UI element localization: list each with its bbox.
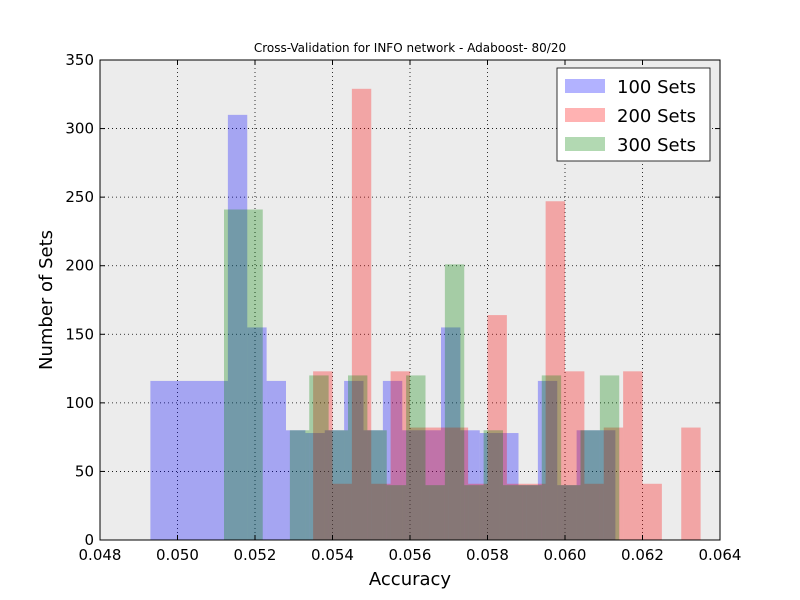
histogram-bar xyxy=(371,483,391,540)
histogram-bar xyxy=(483,430,503,540)
y-tick-label: 100 xyxy=(65,394,94,412)
histogram-bar xyxy=(596,430,616,540)
legend-swatch xyxy=(565,108,605,122)
histogram-bar xyxy=(224,209,263,540)
histogram-bar xyxy=(390,371,410,540)
histogram-bar xyxy=(561,485,581,540)
legend-swatch xyxy=(565,79,605,93)
y-tick-label: 200 xyxy=(65,257,94,275)
legend-box xyxy=(556,67,711,162)
histogram-bar xyxy=(348,375,368,540)
histogram-bar xyxy=(642,483,662,540)
histogram-bar xyxy=(599,375,620,540)
histogram-bar xyxy=(681,427,701,540)
histogram-bar xyxy=(503,485,523,540)
legend: 100 Sets 200 Sets 300 Sets xyxy=(556,67,711,162)
histogram-bars xyxy=(150,88,701,541)
x-axis-label: Accuracy xyxy=(369,569,452,590)
histogram-bar xyxy=(425,485,445,540)
histogram-bar xyxy=(518,485,538,540)
histogram-bar xyxy=(557,485,577,540)
histogram-bar xyxy=(324,430,345,540)
histogram-bar xyxy=(247,327,267,540)
legend-label: 300 Sets xyxy=(617,135,696,156)
histogram-bar xyxy=(266,380,286,540)
histogram-bar xyxy=(309,375,329,540)
histogram-bar xyxy=(421,430,441,540)
histogram-bar xyxy=(576,430,596,540)
y-tick-label: 150 xyxy=(65,325,94,343)
histogram-bar xyxy=(286,430,306,540)
histogram-bar xyxy=(363,430,383,540)
x-tick-label: 0.048 xyxy=(79,546,122,564)
histogram-bar xyxy=(448,427,469,540)
histogram-bar xyxy=(522,485,542,540)
chart-title: Cross-Validation for INFO network - Adab… xyxy=(254,41,566,55)
y-axis-ticks: 0 50 100 150 200 250 300 350 xyxy=(65,51,720,549)
histogram-bar xyxy=(506,483,527,540)
histogram-bar xyxy=(367,430,387,540)
histogram-bar xyxy=(289,430,310,540)
histogram-bar xyxy=(468,483,488,540)
x-tick-label: 0.054 xyxy=(311,546,354,564)
legend-label: 100 Sets xyxy=(617,77,696,98)
histogram-bar xyxy=(328,430,348,540)
y-tick-label: 0 xyxy=(84,531,94,549)
histogram-bar xyxy=(479,433,500,540)
histogram-bar xyxy=(227,114,248,540)
histogram-bar xyxy=(487,315,507,540)
x-tick-label: 0.050 xyxy=(156,546,199,564)
series-2-bars xyxy=(313,88,701,541)
x-tick-label: 0.052 xyxy=(234,546,277,564)
histogram-bar xyxy=(565,371,585,540)
histogram-bar xyxy=(584,483,604,540)
histogram-bar xyxy=(332,483,352,540)
x-tick-label: 0.056 xyxy=(389,546,432,564)
x-tick-label: 0.058 xyxy=(466,546,509,564)
legend-swatch xyxy=(565,137,605,151)
histogram-bar xyxy=(386,485,407,540)
histogram-bar xyxy=(382,380,403,540)
x-tick-label: 0.060 xyxy=(544,546,587,564)
histogram-bar xyxy=(351,88,372,541)
histogram-bar xyxy=(429,427,449,540)
histogram-bar xyxy=(305,433,325,540)
histogram-bar xyxy=(603,427,624,540)
histogram-bar xyxy=(402,430,422,540)
y-tick-label: 50 xyxy=(75,462,94,480)
histogram-bar xyxy=(441,327,461,540)
y-tick-label: 350 xyxy=(65,51,94,69)
series-3-bars xyxy=(224,209,620,540)
histogram-bar xyxy=(541,375,562,540)
y-tick-label: 300 xyxy=(65,120,94,138)
y-axis-label: Number of Sets xyxy=(36,230,57,370)
histogram-bar xyxy=(444,264,465,540)
y-tick-label: 250 xyxy=(65,188,94,206)
series-1-bars xyxy=(150,114,616,540)
x-tick-label: 0.062 xyxy=(621,546,664,564)
histogram-bar xyxy=(150,380,228,540)
histogram-bar xyxy=(406,375,426,540)
histogram-bar xyxy=(499,433,519,540)
histogram-bar xyxy=(344,380,364,540)
histogram-bar xyxy=(460,430,480,540)
x-axis-ticks: 0.048 0.050 0.052 0.054 0.056 0.058 0.060 0.062… xyxy=(79,60,742,564)
histogram-bar xyxy=(545,201,565,540)
legend-label: 200 Sets xyxy=(617,106,696,127)
histogram-bar xyxy=(623,371,643,540)
histogram-bar xyxy=(313,371,333,540)
histogram-bar xyxy=(580,430,600,540)
histogram-bar xyxy=(537,380,558,540)
histogram-bar xyxy=(526,483,546,540)
x-tick-label: 0.064 xyxy=(699,546,742,564)
histogram-bar xyxy=(410,427,430,540)
histogram-bar xyxy=(464,485,484,540)
